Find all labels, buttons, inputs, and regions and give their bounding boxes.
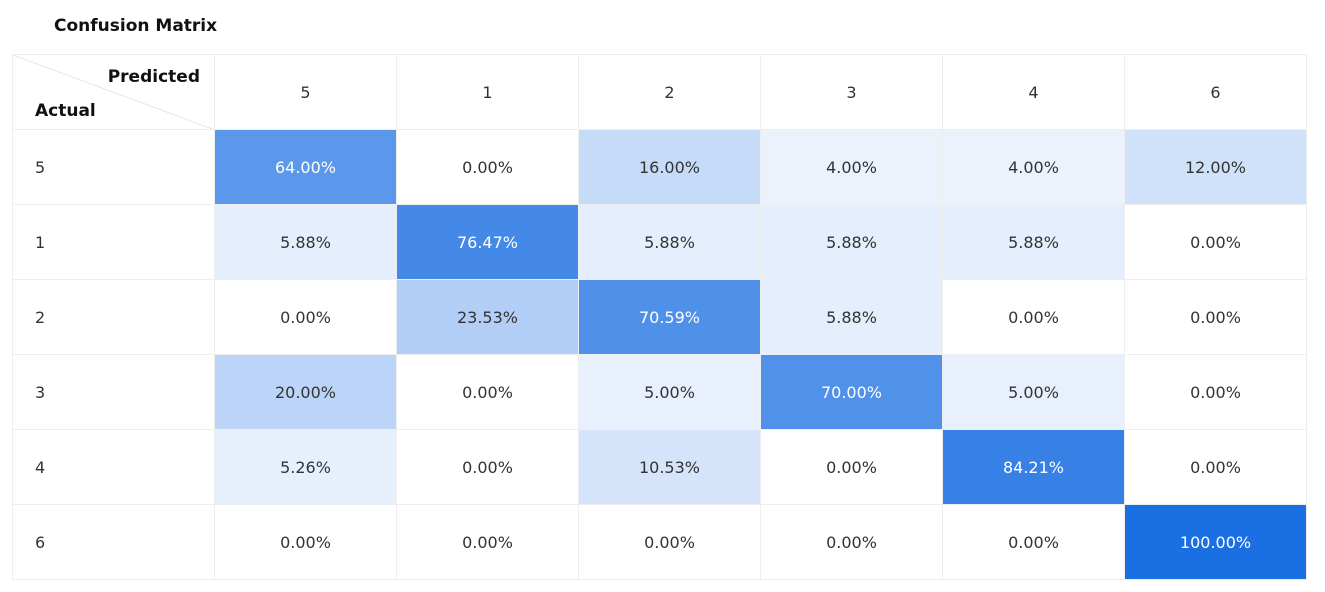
matrix-cell: 5.88% [760, 279, 943, 355]
matrix-cell: 76.47% [396, 204, 579, 280]
matrix-cell: 0.00% [396, 354, 579, 430]
column-header: 2 [578, 54, 761, 130]
matrix-cell: 5.88% [942, 204, 1125, 280]
matrix-cell: 0.00% [1124, 429, 1307, 505]
matrix-cell: 0.00% [1124, 354, 1307, 430]
matrix-row: 6 0.00% 0.00% 0.00% 0.00% 0.00% 100.00% [12, 504, 1307, 580]
column-header: 5 [214, 54, 397, 130]
matrix-cell: 0.00% [396, 129, 579, 205]
matrix-cell: 10.53% [578, 429, 761, 505]
axis-corner-cell: Predicted Actual [12, 54, 215, 130]
matrix-cell: 0.00% [942, 279, 1125, 355]
row-header: 1 [12, 204, 215, 280]
column-header: 4 [942, 54, 1125, 130]
matrix-cell: 4.00% [942, 129, 1125, 205]
matrix-cell: 20.00% [214, 354, 397, 430]
matrix-row: 2 0.00% 23.53% 70.59% 5.88% 0.00% 0.00% [12, 279, 1307, 355]
column-header: 3 [760, 54, 943, 130]
matrix-cell: 64.00% [214, 129, 397, 205]
matrix-cell: 70.00% [760, 354, 943, 430]
column-header: 6 [1124, 54, 1307, 130]
matrix-cell: 4.00% [760, 129, 943, 205]
matrix-cell: 0.00% [1124, 204, 1307, 280]
matrix-cell: 0.00% [1124, 279, 1307, 355]
row-header: 4 [12, 429, 215, 505]
corner-diagonal [13, 55, 213, 129]
matrix-cell: 100.00% [1124, 504, 1307, 580]
matrix-cell: 70.59% [578, 279, 761, 355]
matrix-cell: 84.21% [942, 429, 1125, 505]
matrix-cell: 0.00% [214, 504, 397, 580]
matrix-cell: 0.00% [214, 279, 397, 355]
actual-axis-label: Actual [35, 101, 96, 121]
matrix-cell: 5.00% [942, 354, 1125, 430]
matrix-cell: 5.88% [760, 204, 943, 280]
matrix-cell: 12.00% [1124, 129, 1307, 205]
matrix-cell: 0.00% [396, 504, 579, 580]
column-header: 1 [396, 54, 579, 130]
matrix-row: 3 20.00% 0.00% 5.00% 70.00% 5.00% 0.00% [12, 354, 1307, 430]
matrix-cell: 0.00% [760, 429, 943, 505]
matrix-cell: 0.00% [942, 504, 1125, 580]
matrix-row: 4 5.26% 0.00% 10.53% 0.00% 84.21% 0.00% [12, 429, 1307, 505]
row-header: 5 [12, 129, 215, 205]
matrix-cell: 5.88% [214, 204, 397, 280]
row-header: 6 [12, 504, 215, 580]
chart-title: Confusion Matrix [54, 16, 218, 36]
predicted-axis-label: Predicted [107, 67, 200, 87]
row-header: 2 [12, 279, 215, 355]
matrix-cell: 0.00% [396, 429, 579, 505]
matrix-cell: 0.00% [760, 504, 943, 580]
matrix-cell: 5.00% [578, 354, 761, 430]
matrix-row: 1 5.88% 76.47% 5.88% 5.88% 5.88% 0.00% [12, 204, 1307, 280]
matrix-cell: 5.26% [214, 429, 397, 505]
matrix-cell: 16.00% [578, 129, 761, 205]
matrix-cell: 0.00% [578, 504, 761, 580]
row-header: 3 [12, 354, 215, 430]
matrix-row: 5 64.00% 0.00% 16.00% 4.00% 4.00% 12.00% [12, 129, 1307, 205]
matrix-cell: 5.88% [578, 204, 761, 280]
matrix-cell: 23.53% [396, 279, 579, 355]
